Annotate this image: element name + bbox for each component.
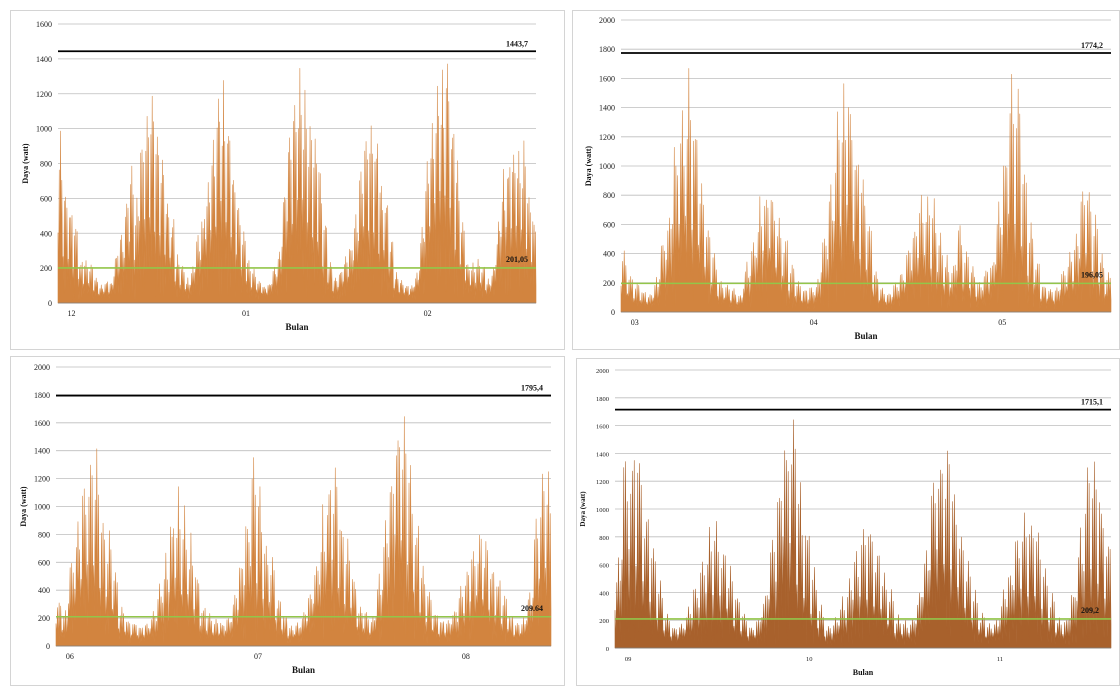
y-tick-label: 1800	[34, 391, 50, 400]
y-tick-label: 800	[603, 191, 615, 200]
y-tick-label: 200	[40, 264, 52, 273]
y-axis-label: Daya (watt)	[19, 486, 28, 527]
y-tick-label: 400	[603, 250, 615, 259]
y-tick-label: 1000	[596, 507, 609, 514]
x-tick-label-month: 01	[242, 309, 250, 318]
x-tick-label-month: 09	[625, 656, 632, 663]
max-power-label: 1443,7	[506, 39, 528, 48]
x-tick-label-month: 02	[424, 309, 432, 318]
y-tick-label: 600	[38, 558, 50, 567]
y-tick-label: 1600	[36, 20, 52, 29]
x-tick-label-month: 07	[254, 652, 262, 661]
max-power-label: 1774,2	[1081, 41, 1103, 50]
y-tick-label: 2000	[34, 363, 50, 372]
max-power-label: 1715,1	[1081, 398, 1103, 407]
y-tick-label: 1600	[596, 424, 609, 431]
x-tick-label-month: 06	[66, 652, 74, 661]
y-axis-label: Daya (watt)	[21, 143, 30, 184]
power-chart-jun-aug: 0 200 400 600 800 1000 1200 1400 1600 1800 2000 179…	[19, 363, 552, 675]
y-tick-label: 1400	[36, 55, 52, 64]
y-tick-label: 400	[38, 586, 50, 595]
x-axis-label: Bulan	[854, 331, 877, 341]
y-tick-label: 600	[599, 563, 609, 570]
x-tick-label-month: 11	[997, 656, 1003, 663]
power-series-area	[57, 63, 537, 304]
chart-panel-dec-feb: 0 200 400 600 800 1000 1200 1400 1600 1443,7 201,0…	[10, 10, 565, 350]
x-axis-label: Bulan	[292, 665, 315, 675]
x-axis-label: Bulan	[853, 668, 874, 677]
power-series-area	[55, 416, 552, 647]
power-chart-mar-may: 0 200 400 600 800 1000 1200 1400 1600 1800 2000 177…	[584, 16, 1112, 341]
y-tick-label: 1600	[599, 74, 615, 83]
y-tick-label: 1000	[36, 125, 52, 134]
y-tick-label: 1200	[36, 90, 52, 99]
power-series-area	[620, 68, 1112, 313]
y-tick-label: 0	[46, 642, 50, 651]
y-tick-label: 1200	[596, 479, 609, 486]
chart-panel-mar-may: 0 200 400 600 800 1000 1200 1400 1600 1800 2000 177…	[572, 10, 1120, 350]
x-tick-label-month: 08	[462, 652, 470, 661]
y-tick-label: 600	[603, 220, 615, 229]
chart-panel-jun-aug: 0 200 400 600 800 1000 1200 1400 1600 1800 2000 179…	[10, 356, 565, 686]
y-tick-label: 200	[599, 618, 609, 625]
y-tick-label: 1600	[34, 419, 50, 428]
y-tick-label: 2000	[599, 16, 615, 25]
y-tick-label: 2000	[596, 368, 609, 375]
y-tick-label: 800	[38, 530, 50, 539]
y-tick-label: 800	[40, 160, 52, 169]
avg-power-label: 209.64	[521, 604, 543, 613]
x-axis-label: Bulan	[285, 322, 308, 332]
y-tick-label: 1400	[34, 447, 50, 456]
y-tick-label: 0	[606, 646, 609, 653]
y-tick-label: 0	[48, 299, 52, 308]
y-tick-label: 1400	[596, 451, 609, 458]
y-tick-label: 1200	[34, 475, 50, 484]
y-tick-label: 800	[599, 535, 609, 542]
y-tick-label: 1200	[599, 133, 615, 142]
avg-power-label: 209,2	[1081, 606, 1099, 615]
y-tick-label: 1000	[599, 162, 615, 171]
power-series-area	[614, 419, 1112, 649]
power-chart-dec-feb: 0 200 400 600 800 1000 1200 1400 1600 1443,7 201,0…	[21, 20, 537, 332]
y-tick-label: 200	[38, 614, 50, 623]
x-tick-label-month: 03	[631, 318, 639, 327]
y-tick-label: 400	[40, 229, 52, 238]
y-tick-label: 200	[603, 279, 615, 288]
avg-power-label: 196,05	[1081, 270, 1103, 279]
y-tick-label: 1000	[34, 503, 50, 512]
y-axis-label: Daya (watt)	[579, 491, 587, 527]
x-tick-label-month: 05	[998, 318, 1006, 327]
max-power-label: 1795,4	[521, 384, 543, 393]
x-tick-label-month: 04	[810, 318, 818, 327]
y-tick-label: 600	[40, 194, 52, 203]
avg-power-label: 201,05	[506, 255, 528, 264]
x-tick-label-month: 12	[68, 309, 76, 318]
power-chart-sep-nov: 0 200 400 600 800 1000 1200 1400 1600 1800 2000 171…	[579, 368, 1112, 677]
y-tick-label: 0	[611, 308, 615, 317]
y-tick-label: 1800	[599, 45, 615, 54]
x-tick-label-month: 10	[806, 656, 813, 663]
y-tick-label: 1800	[596, 396, 609, 403]
y-tick-label: 400	[599, 590, 609, 597]
y-tick-label: 1400	[599, 104, 615, 113]
y-axis-label: Daya (watt)	[584, 146, 593, 187]
chart-panel-sep-nov: 0 200 400 600 800 1000 1200 1400 1600 1800 2000 171…	[576, 358, 1120, 686]
